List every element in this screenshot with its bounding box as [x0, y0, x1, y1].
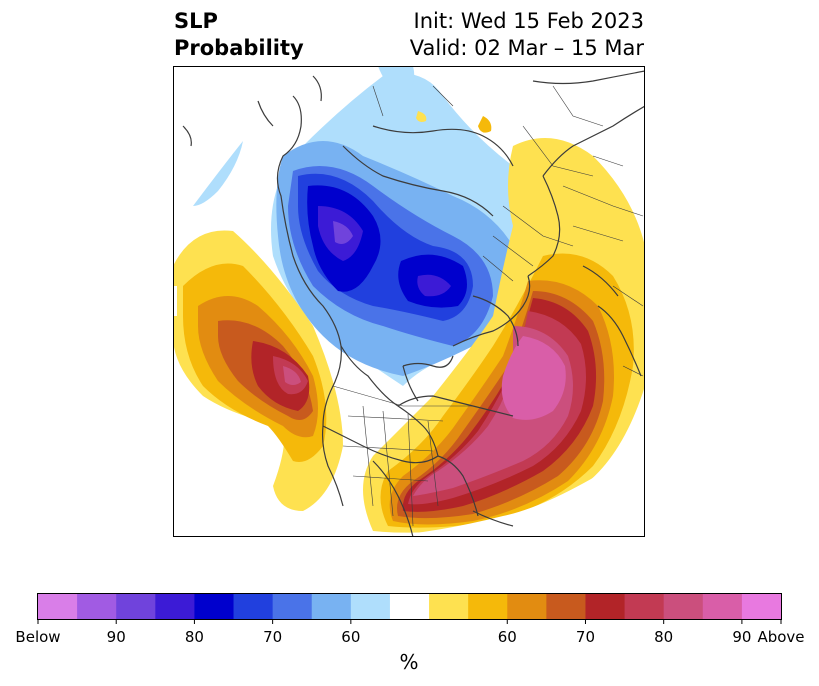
colorbar-swatch — [311, 594, 352, 619]
colorbar-swatch — [350, 594, 391, 619]
map-frame — [173, 66, 645, 537]
colorbar-tick-label: 80 — [654, 628, 673, 646]
probability-fields — [173, 66, 645, 537]
colorbar-swatch — [155, 594, 195, 619]
colorbar-swatch — [389, 594, 430, 619]
borders — [332, 85, 644, 527]
colorbar-blocks — [38, 594, 782, 619]
above-normal-atlantic — [363, 111, 645, 533]
chart-title: SLP Probability — [174, 8, 304, 62]
init-date: Init: Wed 15 Feb 2023 — [413, 9, 644, 33]
colorbar-unit-label: % — [399, 650, 418, 674]
colorbar-swatch — [585, 594, 626, 619]
title-line-2: Probability — [174, 36, 304, 60]
colorbar-tick-label: 90 — [107, 628, 126, 646]
colorbar-tick-label: 90 — [732, 628, 751, 646]
colorbar-ticks: Below 90 80 70 60 60 70 80 90 Above — [15, 619, 805, 646]
below-normal-region — [193, 66, 536, 386]
colorbar-swatch — [233, 594, 274, 619]
coastlines — [182, 70, 645, 537]
forecast-dates: Init: Wed 15 Feb 2023 Valid: 02 Mar – 15… — [410, 8, 644, 62]
colorbar: Below 90 80 70 60 60 70 80 90 Above % — [15, 593, 805, 674]
colorbar-swatch — [116, 594, 156, 619]
title-line-1: SLP — [174, 9, 218, 33]
colorbar-tick-label: 80 — [185, 628, 204, 646]
colorbar-swatch — [468, 594, 508, 619]
colorbar-swatch — [663, 594, 704, 619]
colorbar-tick-label: 70 — [576, 628, 595, 646]
colorbar-swatch — [38, 594, 78, 619]
colorbar-tick-label: Below — [15, 628, 60, 646]
colorbar-swatch — [507, 594, 547, 619]
colorbar-swatch — [272, 594, 313, 619]
colorbar-tick-label: Above — [757, 628, 804, 646]
colorbar-swatch — [429, 594, 469, 619]
probability-map — [173, 66, 645, 537]
colorbar-swatch — [702, 594, 743, 619]
colorbar-swatch — [77, 594, 117, 619]
colorbar-tick-label: 60 — [498, 628, 517, 646]
colorbar-swatch — [194, 594, 235, 619]
above-normal-pacific — [173, 230, 343, 511]
valid-range: Valid: 02 Mar – 15 Mar — [409, 36, 644, 60]
colorbar-outline — [37, 593, 782, 620]
colorbar-swatch — [741, 594, 782, 619]
colorbar-tick-label: 60 — [341, 628, 360, 646]
colorbar-swatch — [624, 594, 665, 619]
colorbar-tick-label: 70 — [263, 628, 282, 646]
colorbar-swatch — [546, 594, 586, 619]
